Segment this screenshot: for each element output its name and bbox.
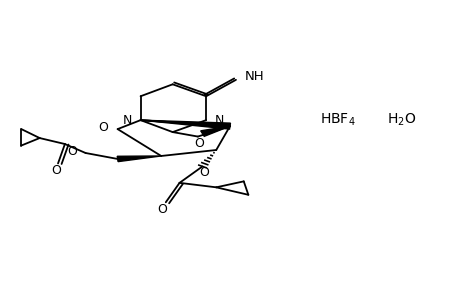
- Text: O: O: [67, 145, 77, 158]
- Text: O: O: [157, 203, 167, 216]
- Polygon shape: [117, 156, 161, 162]
- Text: O: O: [98, 121, 108, 134]
- Text: HBF$_4$: HBF$_4$: [319, 112, 355, 128]
- Text: O: O: [198, 166, 208, 179]
- Text: NH: NH: [245, 70, 264, 83]
- Polygon shape: [200, 126, 230, 136]
- Polygon shape: [140, 120, 230, 129]
- Text: N: N: [214, 114, 223, 127]
- Text: O: O: [194, 136, 204, 150]
- Text: O: O: [50, 164, 61, 177]
- Text: H$_2$O: H$_2$O: [386, 112, 416, 128]
- Text: N: N: [123, 114, 132, 127]
